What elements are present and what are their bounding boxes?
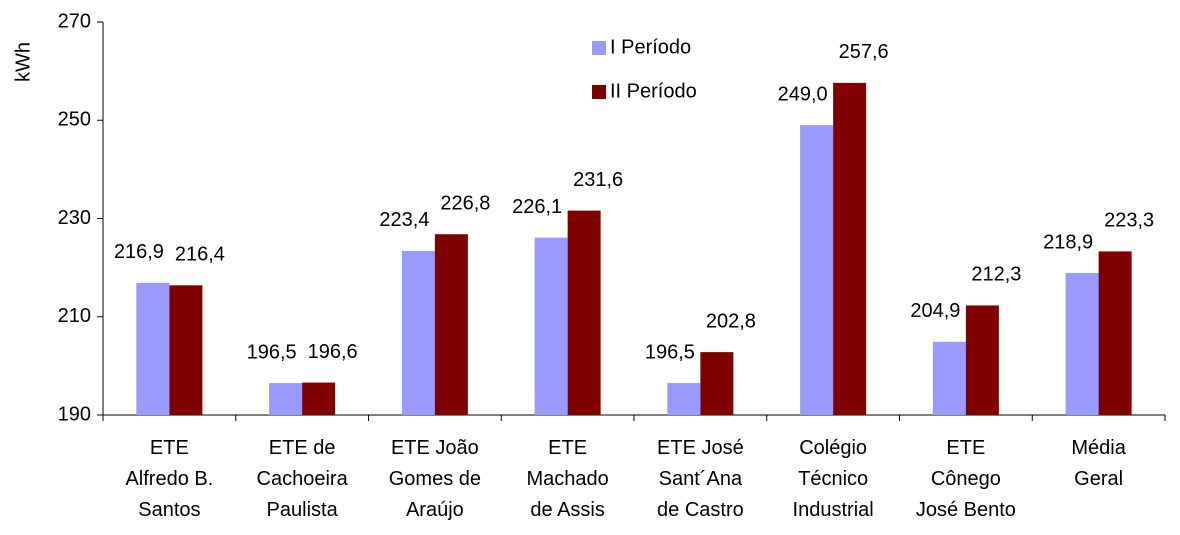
bar	[932, 341, 966, 415]
bar	[833, 82, 867, 415]
bar	[800, 125, 834, 415]
bar	[700, 352, 734, 415]
bar	[534, 237, 568, 415]
x-tick-label: ETE Machado de Assis	[526, 437, 608, 521]
data-label: 218,9	[1043, 231, 1093, 253]
data-label: 204,9	[910, 300, 960, 322]
data-label: 216,4	[175, 244, 225, 266]
x-tick-label: ETE de Cachoeira Paulista	[257, 437, 349, 521]
bar	[169, 285, 203, 415]
x-tick-label: ETE José Sant´Ana de Castro	[657, 437, 744, 521]
y-tick-label: 250	[58, 109, 91, 131]
data-label: 226,8	[440, 193, 490, 215]
bar	[136, 282, 170, 415]
x-tick-label: ETE João Gomes de Araújo	[389, 437, 481, 521]
bar	[401, 250, 435, 415]
bar	[269, 383, 303, 415]
y-tick-label: 230	[58, 207, 91, 229]
y-tick-label: 190	[58, 403, 91, 425]
x-tick-label: Colégio Técnico Industrial	[793, 437, 874, 521]
bar	[302, 382, 336, 415]
data-label: 196,6	[308, 341, 358, 363]
legend-swatch	[592, 85, 606, 99]
data-label: 202,8	[706, 310, 756, 332]
y-tick-label: 210	[58, 305, 91, 327]
bar	[667, 383, 701, 415]
data-label: 212,3	[971, 264, 1021, 286]
y-axis-label: kWh	[12, 42, 34, 82]
x-tick-label: Média Geral	[1071, 437, 1126, 490]
x-tick-label: ETE Cônego José Bento	[916, 437, 1016, 521]
bar	[567, 210, 601, 415]
legend-label: I Período	[610, 36, 691, 58]
legend-label: II Período	[610, 80, 697, 102]
bar	[965, 305, 999, 415]
data-label: 223,3	[1104, 210, 1154, 232]
data-label: 196,5	[645, 341, 695, 363]
bar	[1065, 273, 1099, 415]
y-tick-label: 270	[58, 10, 91, 32]
data-label: 231,6	[573, 169, 623, 191]
data-label: 223,4	[379, 209, 429, 231]
x-tick-label: ETE Alfredo B. Santos	[125, 437, 213, 521]
data-label: 216,9	[114, 241, 164, 263]
bar	[1098, 251, 1132, 415]
bar	[434, 234, 468, 415]
data-label: 226,1	[512, 196, 562, 218]
data-label: 249,0	[778, 83, 828, 105]
data-label: 257,6	[839, 41, 889, 63]
legend-swatch	[592, 41, 606, 55]
data-label: 196,5	[247, 341, 297, 363]
